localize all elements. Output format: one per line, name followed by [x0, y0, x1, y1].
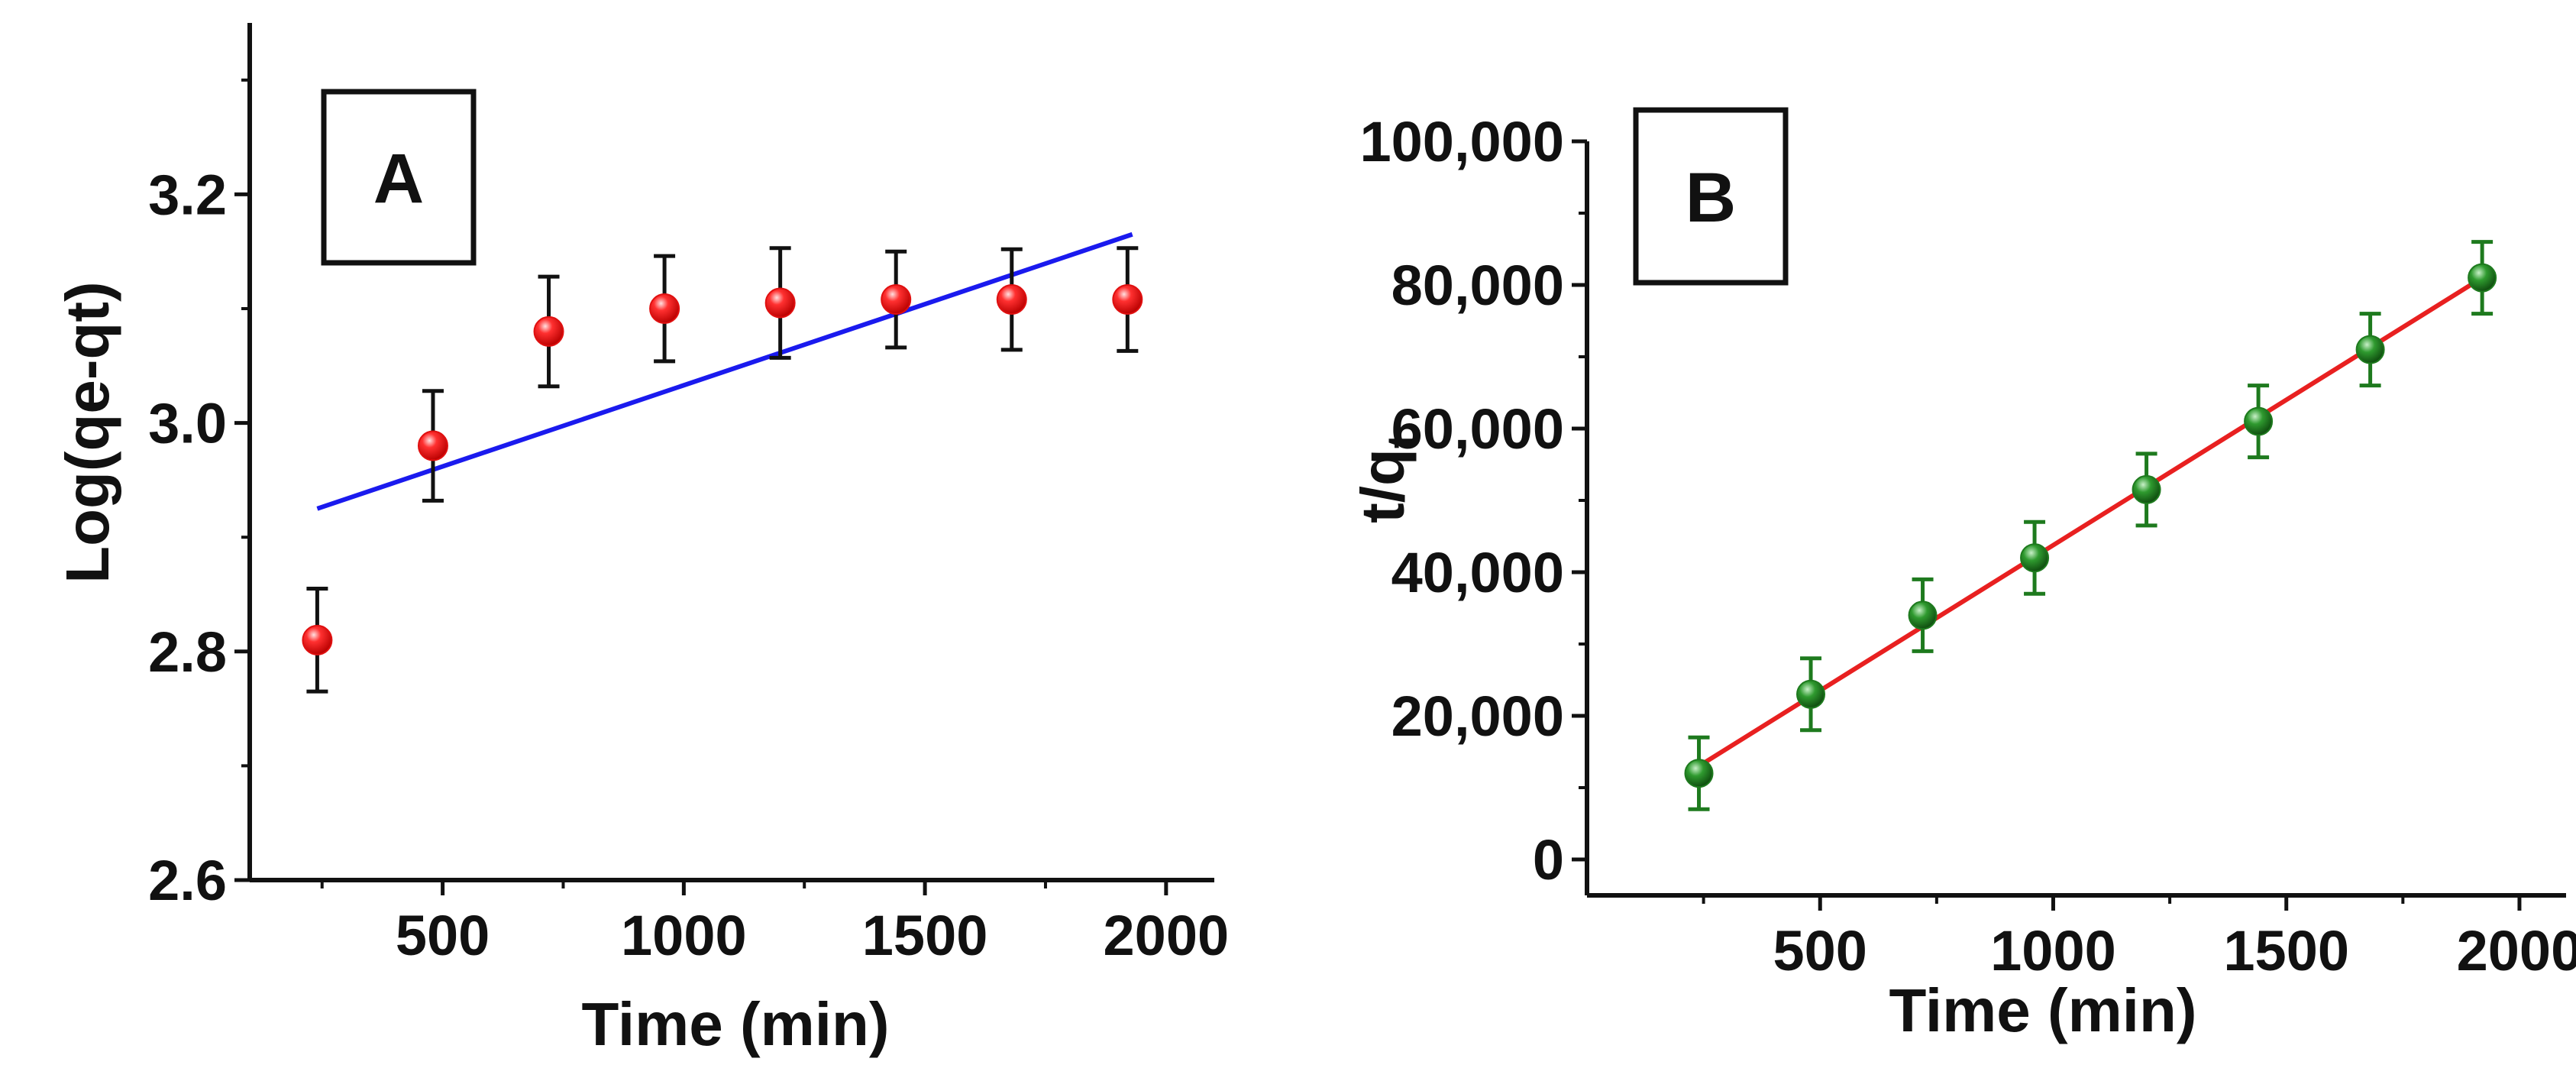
panel-b-y-axis-title-sub: t — [1378, 433, 1429, 448]
panel-b-data-point — [1908, 600, 1938, 630]
panel-a-plot: 500 1000 1500 2000 2.6 2.8 3.0 3.2 — [148, 23, 1229, 967]
panel-b-x-tick-label: 1500 — [2223, 919, 2349, 982]
panel-a-data-point — [1112, 284, 1143, 316]
panel-a-x-tick-label: 2000 — [1104, 904, 1230, 967]
panel-b-data-point — [1684, 759, 1714, 788]
panel-a-data-point — [996, 284, 1027, 316]
panel-a-fit-line — [316, 231, 1133, 511]
panel-b-x-tick-label: 2000 — [2457, 919, 2576, 982]
panel-b-data-point — [2468, 263, 2497, 293]
panel-a-y-tick-label: 3.0 — [148, 392, 227, 455]
panel-a-x-tick-label: 1000 — [621, 904, 747, 967]
panel-b-data-point — [2020, 543, 2050, 573]
panel-a-data-point — [533, 316, 564, 347]
panel-a-data-point — [649, 293, 680, 324]
panel-a-data-point — [302, 624, 333, 655]
panel-b-y-tick-label: 100,000 — [1360, 110, 1565, 173]
panel-a-x-axis-title: Time (min) — [581, 990, 889, 1058]
panel-b-data-point — [2244, 406, 2274, 436]
panel-b-data-point — [1796, 679, 1826, 709]
panel-a-y-tick-label: 3.2 — [148, 163, 227, 226]
panel-a-data-point — [417, 430, 448, 461]
panel-b-y-tick-label: 20,000 — [1391, 685, 1564, 748]
panel-a-data-point — [764, 287, 796, 319]
panel-b-x-tick-label: 500 — [1773, 919, 1867, 982]
panel-a-label-box — [321, 89, 477, 266]
panel-b-label-box — [1633, 107, 1789, 286]
panel-b-y-tick-label: 80,000 — [1391, 254, 1564, 317]
panel-b-y-tick-label: 40,000 — [1391, 541, 1564, 604]
panel-b-data-point — [2355, 335, 2385, 364]
panel-a-x-tick-label: 1500 — [862, 904, 988, 967]
panel-a-data-point — [881, 284, 912, 316]
panel-a-y-tick-label: 2.6 — [148, 849, 227, 912]
panel-b-plot: 500 1000 1500 2000 0 20,000 40,000 60,000 80,000… — [1360, 110, 2576, 982]
panel-b-y-tick-label: 0 — [1533, 828, 1564, 892]
panel-a-y-axis-title: Log(qe-qt) — [53, 281, 121, 583]
panel-b-label: B — [1686, 159, 1736, 237]
panel-b-y-axis-title-main: t/q — [1349, 448, 1417, 523]
panel-b-y-axis-title: t/qt — [1349, 433, 1429, 523]
panel-b-x-axis-title: Time (min) — [1889, 976, 2196, 1044]
panel-b-data-point — [2132, 474, 2161, 504]
panel-b-fit-line — [1697, 276, 2484, 769]
panel-b-y-tick-label: 60,000 — [1391, 397, 1564, 461]
panel-b-x-tick-label: 1000 — [1990, 919, 2116, 982]
panel-b: B t/qt Time (min) 500 1000 1500 2000 0 20,000… — [1349, 107, 2576, 1044]
panel-a-x-tick-label: 500 — [396, 904, 490, 967]
panel-a-y-tick-label: 2.8 — [148, 620, 227, 684]
panel-a: A Log(qe-qt) Time (min) 500 1000 1500 2000 2… — [53, 23, 1229, 1058]
panel-a-label: A — [373, 140, 424, 218]
